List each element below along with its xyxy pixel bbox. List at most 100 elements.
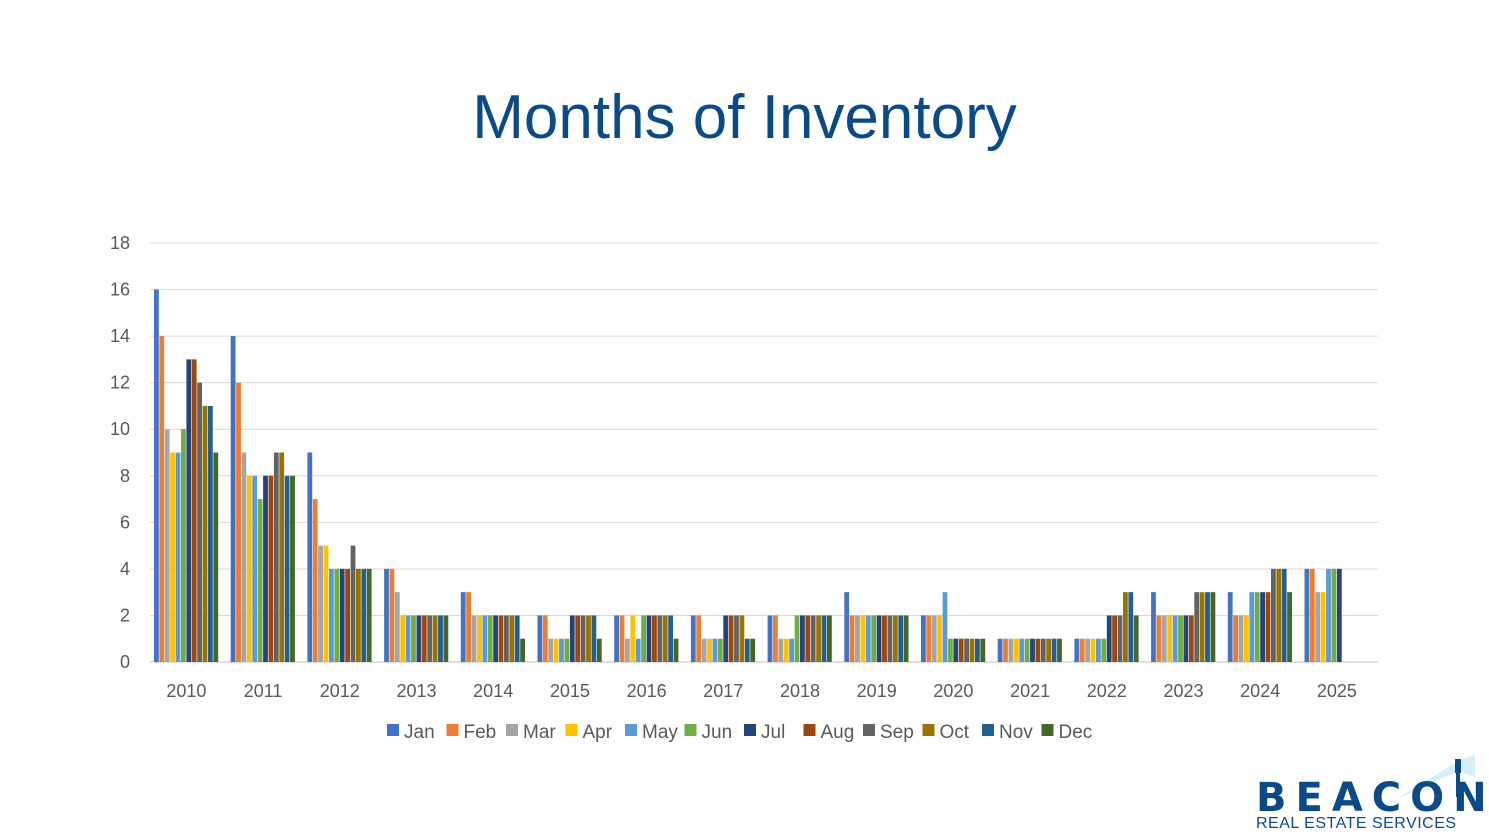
bar-2015-Jan	[537, 615, 543, 662]
bar-2012-Oct	[356, 568, 361, 662]
bar-2016-Sep	[657, 615, 663, 662]
legend-label-Oct: Oct	[940, 722, 970, 743]
bar-2022-Dec	[1133, 615, 1139, 662]
bar-2016-Jan	[614, 615, 619, 662]
bar-2017-Jul	[723, 615, 729, 662]
x-tick-label: 2013	[396, 681, 436, 701]
bar-2024-Jul	[1260, 592, 1265, 662]
logo-wordmark: BEACON	[1256, 775, 1489, 821]
bar-2021-Nov	[1051, 638, 1057, 662]
bar-2016-Oct	[662, 615, 668, 662]
bar-2015-Apr	[553, 638, 559, 662]
bar-2011-Aug	[268, 475, 274, 662]
bar-2018-May	[789, 638, 794, 662]
bar-2024-Jun	[1254, 592, 1260, 662]
bar-2018-Jun	[794, 615, 800, 662]
bar-2011-May	[252, 475, 258, 662]
bar-2023-Feb	[1156, 615, 1162, 662]
bar-2021-Sep	[1040, 638, 1046, 662]
bar-2020-Jun	[948, 638, 953, 662]
y-tick-label: 10	[110, 419, 130, 439]
bar-2023-Nov	[1205, 592, 1210, 662]
bar-2024-Nov	[1281, 568, 1287, 662]
bar-2011-Mar	[241, 452, 247, 662]
x-tick-label: 2012	[320, 681, 360, 701]
x-tick-label: 2016	[627, 681, 667, 701]
bar-2015-Feb	[542, 615, 548, 662]
bar-2022-Jan	[1074, 638, 1080, 662]
bar-2020-Mar	[931, 615, 937, 662]
y-axis-ticks: 0 2 4 6 8 10 12 14 16 18	[110, 233, 130, 672]
bar-2023-Aug	[1188, 615, 1194, 662]
bar-2019-Jun	[871, 615, 877, 662]
bar-2016-Dec	[673, 638, 679, 662]
bar-2023-May	[1172, 615, 1178, 662]
bar-2018-Jan	[767, 615, 773, 662]
bar-2017-Mar	[701, 638, 707, 662]
bar-2010-Sep	[197, 382, 202, 662]
bar-2017-Aug	[728, 615, 734, 662]
bar-2015-Nov	[591, 615, 597, 662]
bar-2020-Nov	[975, 638, 980, 662]
y-tick-label: 0	[120, 652, 130, 672]
bar-2021-Mar	[1008, 638, 1014, 662]
bar-2025-Mar	[1315, 592, 1321, 662]
legend: Jan Feb Mar Apr May Jun Jul Aug Sep Oct Nov Dec	[387, 722, 1092, 743]
bar-2022-Apr	[1090, 638, 1096, 662]
bar-2016-Nov	[668, 615, 673, 662]
bar-2020-Aug	[958, 638, 964, 662]
legend-label-Jul: Jul	[761, 722, 785, 743]
bar-2024-Mar	[1238, 615, 1244, 662]
y-tick-label: 4	[120, 559, 130, 579]
bar-2020-Sep	[964, 638, 969, 662]
legend-swatch-Nov	[982, 724, 994, 736]
bar-2014-Oct	[509, 615, 515, 662]
bar-2014-Feb	[466, 592, 471, 662]
bar-2021-Oct	[1046, 638, 1052, 662]
legend-label-Sep: Sep	[880, 722, 914, 743]
bar-2019-Jul	[876, 615, 882, 662]
bar-2023-Dec	[1210, 592, 1216, 662]
x-tick-label: 2019	[857, 681, 897, 701]
bar-2021-Feb	[1003, 638, 1008, 662]
legend-swatch-Jun	[684, 724, 697, 736]
bar-2012-Jan	[307, 452, 313, 662]
bar-2023-Sep	[1194, 592, 1200, 662]
x-tick-label: 2017	[703, 681, 743, 701]
bar-2025-Feb	[1309, 568, 1315, 662]
beacon-logo: BEACON REAL ESTATE SERVICES	[1250, 755, 1487, 835]
bar-2011-Apr	[246, 475, 252, 662]
bar-2025-Apr	[1320, 592, 1326, 662]
bar-2014-Sep	[504, 615, 509, 662]
x-tick-label: 2025	[1317, 681, 1357, 701]
bar-2022-Jul	[1106, 615, 1112, 662]
bar-2020-Jul	[953, 638, 959, 662]
bar-2010-Feb	[159, 336, 165, 662]
bar-2019-Feb	[849, 615, 855, 662]
x-tick-label: 2014	[473, 681, 513, 701]
bar-2017-Jun	[717, 638, 723, 662]
legend-swatch-Oct	[922, 724, 935, 736]
bar-2019-Nov	[898, 615, 904, 662]
bar-2014-Nov	[514, 615, 520, 662]
bar-2015-May	[559, 638, 564, 662]
bar-2019-Oct	[892, 615, 898, 662]
bar-2010-Jul	[186, 359, 192, 662]
bar-2017-Sep	[734, 615, 739, 662]
bar-2011-Jun	[257, 499, 263, 662]
bar-2011-Nov	[284, 475, 290, 662]
bar-2014-Jul	[493, 615, 498, 662]
bar-2023-Oct	[1199, 592, 1205, 662]
bar-2018-Jul	[800, 615, 805, 662]
bar-2024-Dec	[1287, 592, 1292, 662]
bar-2014-Dec	[520, 638, 525, 662]
bar-2014-Jun	[487, 615, 493, 662]
x-tick-label: 2022	[1087, 681, 1127, 701]
x-tick-label: 2010	[166, 681, 206, 701]
y-tick-label: 2	[120, 605, 130, 625]
bar-2024-Sep	[1271, 568, 1276, 662]
bar-2020-Oct	[969, 638, 975, 662]
y-tick-label: 8	[120, 466, 130, 486]
bar-2024-Apr	[1244, 615, 1249, 662]
